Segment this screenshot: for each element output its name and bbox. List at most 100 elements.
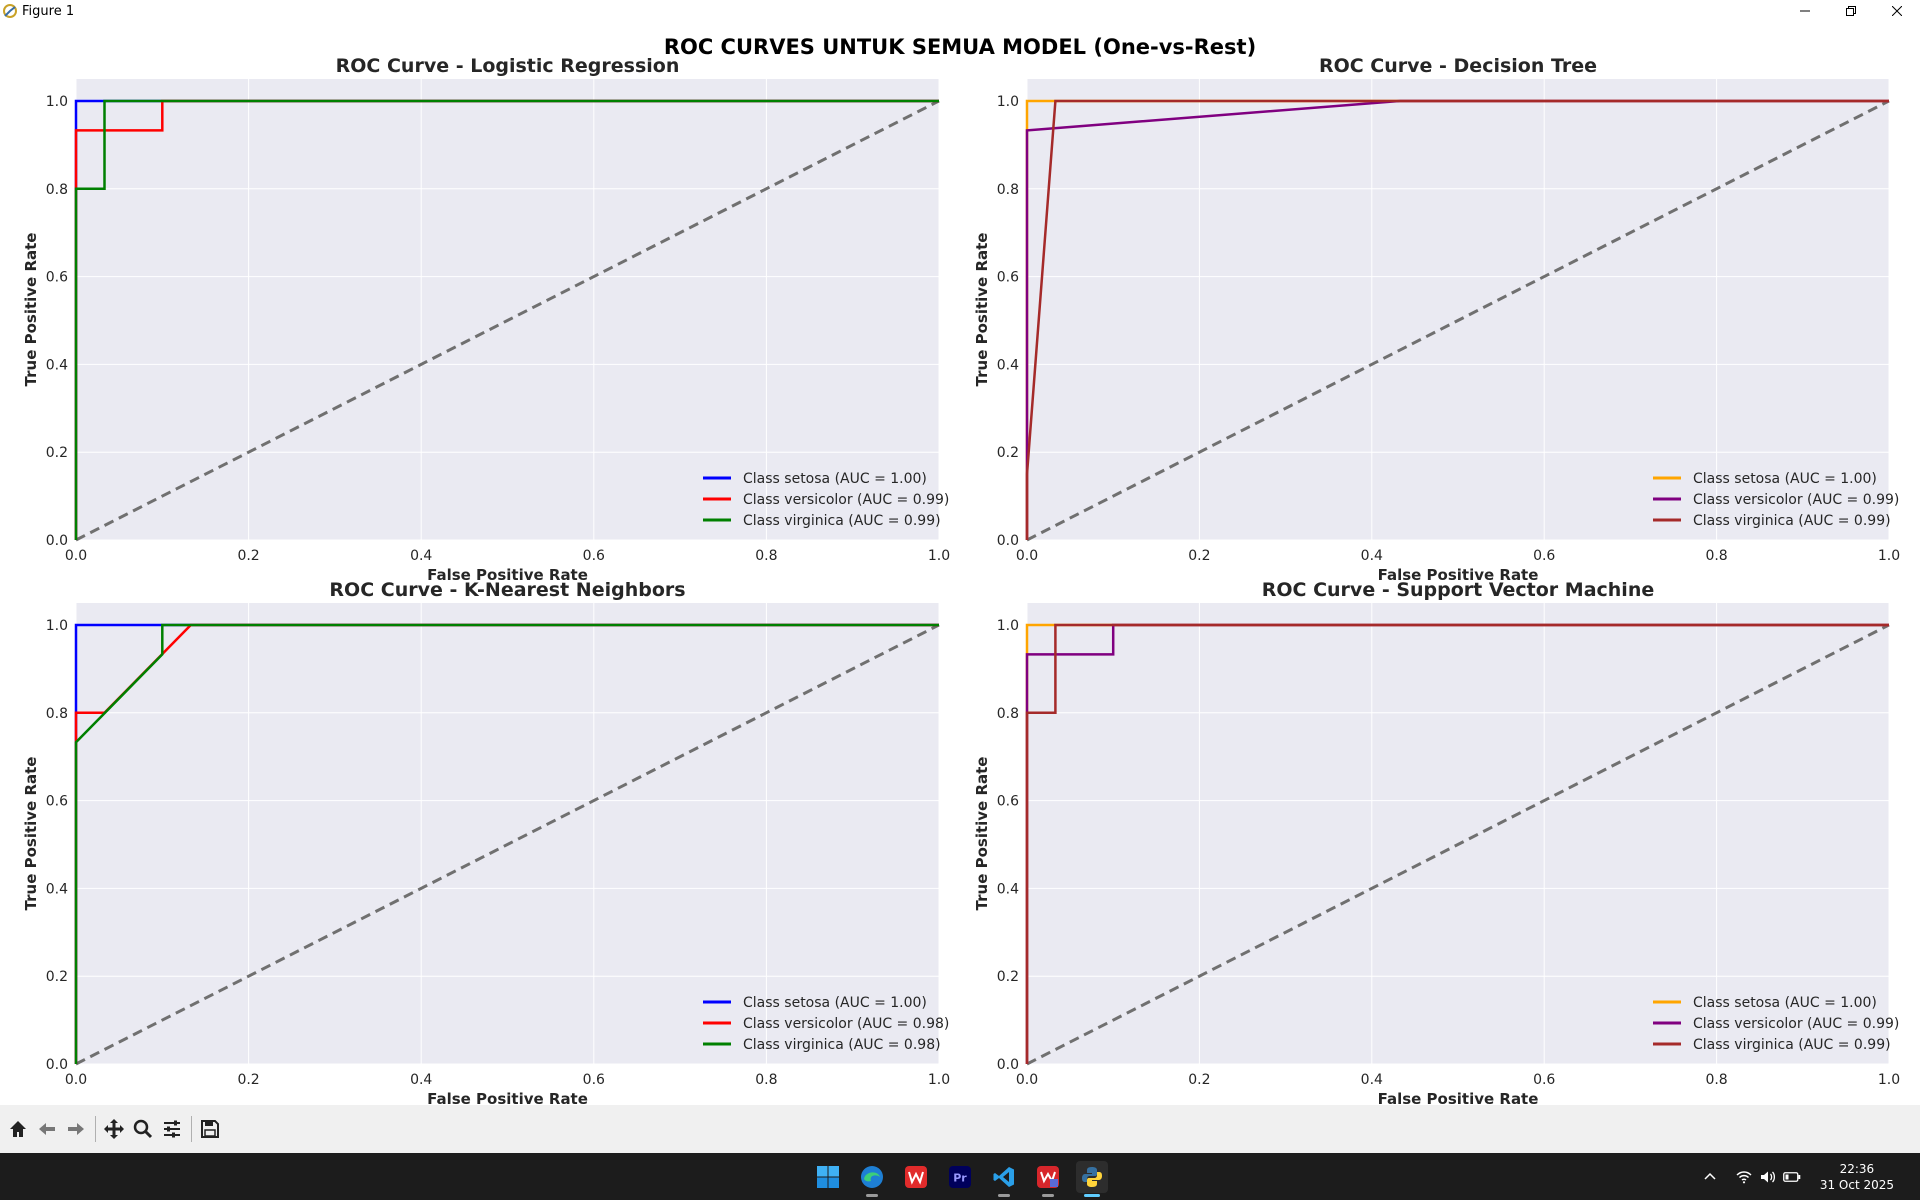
x-tick-label: 0.2 — [1188, 548, 1210, 564]
taskbar-app-wps-pdf[interactable] — [1032, 1161, 1064, 1197]
x-tick-label: 0.8 — [755, 548, 777, 564]
y-tick-label: 0.0 — [46, 533, 68, 549]
svg-text:Pr: Pr — [953, 1172, 967, 1185]
running-indicator — [1042, 1194, 1054, 1197]
y-tick-label: 0.8 — [46, 182, 68, 198]
taskbar-app-wps[interactable] — [900, 1161, 932, 1193]
y-tick-label: 0.6 — [46, 794, 68, 810]
home-button[interactable] — [4, 1115, 32, 1143]
legend-label: Class setosa (AUC = 1.00) — [743, 471, 927, 487]
legend-label: Class virginica (AUC = 0.99) — [743, 513, 941, 529]
configure-subplots-icon — [164, 1120, 180, 1138]
legend-label: Class versicolor (AUC = 0.99) — [1693, 492, 1899, 508]
volume-button[interactable] — [1758, 1167, 1778, 1187]
y-tick-label: 1.0 — [46, 94, 68, 110]
legend: Class setosa (AUC = 1.00) Class versicolo… — [1653, 995, 1899, 1053]
zoom-icon — [133, 1119, 153, 1139]
x-tick-label: 0.0 — [65, 1072, 87, 1088]
vscode-icon — [993, 1167, 1014, 1187]
y-tick-label: 0.8 — [997, 706, 1019, 722]
save-button[interactable] — [196, 1115, 224, 1143]
subplot-1: 0.0 0.2 0.4 0.6 0.8 1.0 0.0 0.2 0.4 0.6 0.8 1.0 ROC … — [22, 55, 950, 584]
x-tick-label: 0.4 — [1361, 1072, 1383, 1088]
plot-area — [1027, 79, 1889, 540]
legend-label: Class setosa (AUC = 1.00) — [1693, 995, 1877, 1011]
y-tick-label: 1.0 — [997, 94, 1019, 110]
legend-label: Class setosa (AUC = 1.00) — [1693, 471, 1877, 487]
x-axis-label: False Positive Rate — [1378, 566, 1539, 584]
edge-icon — [861, 1166, 883, 1188]
chevron-up-icon — [1704, 1172, 1716, 1180]
toolbar-separator — [191, 1116, 192, 1142]
taskbar-app-vscode[interactable] — [988, 1161, 1020, 1197]
taskbar-app-edge[interactable] — [856, 1161, 888, 1197]
legend-label: Class versicolor (AUC = 0.99) — [1693, 1016, 1899, 1032]
y-tick-label: 0.6 — [997, 794, 1019, 810]
maximize-button[interactable] — [1828, 0, 1874, 22]
legend-label: Class virginica (AUC = 0.99) — [1693, 1037, 1891, 1053]
forward-button[interactable] — [62, 1115, 90, 1143]
x-tick-label: 0.4 — [410, 548, 432, 564]
configure-subplots-button[interactable] — [158, 1115, 186, 1143]
y-tick-label: 0.4 — [997, 357, 1019, 373]
subplot-2: 0.0 0.2 0.4 0.6 0.8 1.0 0.0 0.2 0.4 0.6 0.8 1.0 ROC … — [973, 55, 1900, 584]
x-tick-label: 0.4 — [1361, 548, 1383, 564]
legend-label: Class versicolor (AUC = 0.99) — [743, 492, 949, 508]
minimize-button[interactable] — [1782, 0, 1828, 22]
legend-label: Class virginica (AUC = 0.98) — [743, 1037, 941, 1053]
subplot-4: 0.0 0.2 0.4 0.6 0.8 1.0 0.0 0.2 0.4 0.6 0.8 1.0 ROC … — [973, 579, 1900, 1105]
network-button[interactable] — [1734, 1167, 1754, 1187]
y-tick-label: 0.4 — [46, 357, 68, 373]
x-tick-label: 0.2 — [237, 548, 259, 564]
system-tray: 22:36 31 Oct 2025 — [1700, 1153, 1920, 1200]
window-titlebar: Figure 1 — [0, 0, 1920, 22]
figure-canvas[interactable]: 0.0 0.2 0.4 0.6 0.8 1.0 0.0 0.2 0.4 0.6 0.8 1.0 ROC … — [0, 22, 1920, 1105]
volume-icon — [1760, 1171, 1775, 1182]
wps-office-icon — [905, 1166, 927, 1188]
plot-area — [76, 79, 939, 540]
back-button[interactable] — [33, 1115, 61, 1143]
start-button[interactable] — [812, 1161, 844, 1193]
forward-icon — [68, 1123, 84, 1135]
y-tick-label: 0.6 — [997, 270, 1019, 286]
clock-date: 31 Oct 2025 — [1819, 1177, 1894, 1192]
subplot-title: ROC Curve - Decision Tree — [1319, 55, 1597, 77]
x-tick-label: 1.0 — [928, 548, 950, 564]
x-tick-label: 0.4 — [410, 1072, 432, 1088]
x-axis-label: False Positive Rate — [427, 566, 588, 584]
legend-label: Class versicolor (AUC = 0.98) — [743, 1016, 949, 1032]
legend-label: Class setosa (AUC = 1.00) — [743, 995, 927, 1011]
y-tick-label: 0.0 — [46, 1057, 68, 1073]
y-tick-label: 0.2 — [997, 445, 1019, 461]
close-button[interactable] — [1874, 0, 1920, 22]
legend: Class setosa (AUC = 1.00) Class versicolo… — [1653, 471, 1899, 529]
python-figure-icon — [3, 4, 17, 18]
back-icon — [39, 1123, 55, 1135]
x-tick-label: 0.6 — [1533, 1072, 1555, 1088]
running-indicator — [866, 1194, 878, 1197]
random-classifier-diagonal — [1026, 99, 1890, 542]
roc-curve-series-3 — [74, 99, 939, 540]
x-tick-label: 0.8 — [755, 1072, 777, 1088]
clock[interactable]: 22:36 31 Oct 2025 — [1820, 1161, 1894, 1193]
home-icon — [10, 1121, 26, 1137]
random-classifier-diagonal — [1026, 623, 1890, 1066]
show-hidden-icons-button[interactable] — [1700, 1167, 1720, 1187]
y-tick-label: 0.4 — [997, 881, 1019, 897]
subplot-title: ROC Curve - Logistic Regression — [336, 55, 680, 77]
x-tick-label: 1.0 — [1878, 548, 1900, 564]
taskbar-app-python[interactable] — [1076, 1161, 1108, 1197]
y-tick-label: 0.0 — [997, 1057, 1019, 1073]
active-indicator — [1084, 1194, 1100, 1197]
y-axis-label: True Positive Rate — [973, 757, 991, 911]
battery-button[interactable] — [1782, 1167, 1802, 1187]
roc-curve-series-3 — [74, 623, 939, 1064]
save-icon — [201, 1120, 219, 1138]
legend-label: Class virginica (AUC = 0.99) — [1693, 513, 1891, 529]
taskbar-app-premiere[interactable]: Pr — [944, 1161, 976, 1193]
y-tick-label: 0.4 — [46, 881, 68, 897]
x-tick-label: 0.0 — [65, 548, 87, 564]
pan-button[interactable] — [100, 1115, 128, 1143]
roc-curve-series-3 — [1025, 99, 1889, 540]
zoom-button[interactable] — [129, 1115, 157, 1143]
